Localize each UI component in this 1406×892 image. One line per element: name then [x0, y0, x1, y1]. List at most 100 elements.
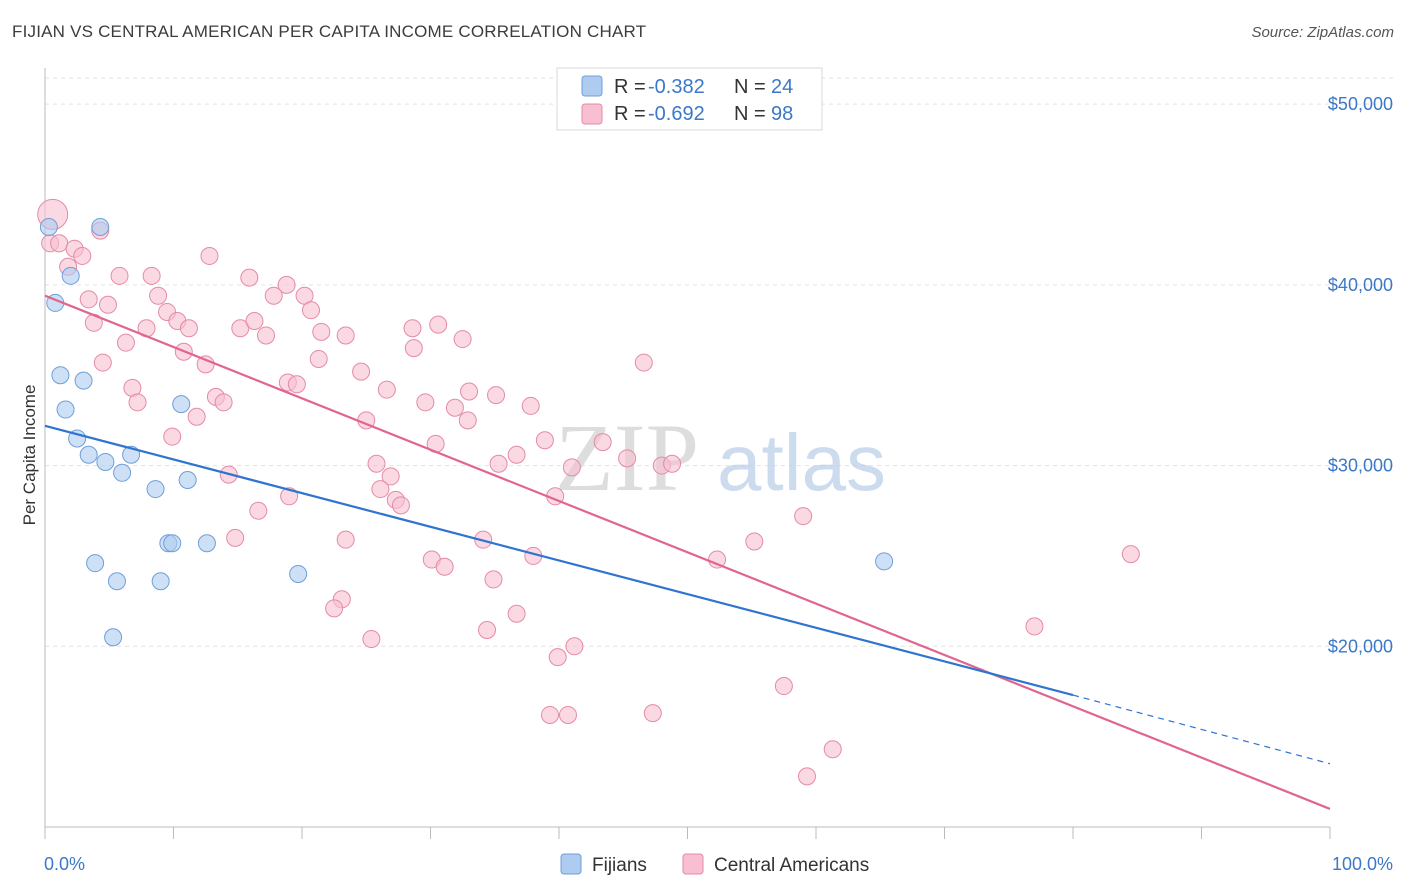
central-americans-trend-line	[44, 294, 1331, 810]
central-american-point	[593, 433, 612, 452]
legend-n-value-2: 98	[771, 103, 793, 125]
fijian-point	[74, 371, 93, 390]
central-american-point	[231, 319, 250, 338]
fijian-point	[107, 572, 126, 591]
central-american-point	[1025, 617, 1044, 636]
fijians-trend-line	[44, 424, 1074, 697]
central-american-point	[336, 530, 355, 549]
bottom-legend-swatch-central-americans	[682, 853, 704, 875]
central-american-point	[643, 704, 662, 723]
fijian-point	[86, 554, 105, 573]
central-american-point	[521, 396, 540, 415]
watermark: ZIP atlas	[555, 404, 886, 511]
legend-n-label-2: N =	[734, 103, 766, 125]
fijian-point	[172, 395, 191, 414]
central-american-point	[245, 312, 264, 330]
central-american-point	[79, 290, 98, 309]
central-american-point	[507, 445, 526, 464]
x-tick-label-min: 0.0%	[44, 854, 85, 874]
y-axis-label: Per Capita Income	[20, 385, 39, 526]
legend-swatch-fijians	[581, 75, 603, 97]
fijian-point	[289, 565, 308, 583]
legend-r-value-1: -0.382	[648, 76, 705, 98]
central-american-point	[110, 266, 129, 285]
y-tick-label: $20,000	[1328, 636, 1393, 656]
fijian-point	[875, 552, 894, 571]
central-american-point	[565, 637, 584, 656]
central-american-point	[280, 487, 299, 506]
source-label: Source: ZipAtlas.com	[1251, 24, 1394, 41]
y-tick-label: $50,000	[1328, 94, 1393, 114]
central-american-point	[798, 767, 817, 786]
y-tick-labels: $20,000 $30,000 $40,000 $50,000	[1328, 94, 1393, 656]
fijian-point	[91, 218, 110, 237]
central-american-point	[1121, 545, 1140, 564]
central-american-point	[362, 630, 381, 649]
central-american-point	[435, 557, 454, 576]
central-american-point	[149, 286, 168, 305]
x-tick-label-max: 100.0%	[1332, 854, 1393, 874]
central-american-point	[794, 507, 813, 526]
fijian-point	[104, 628, 123, 647]
central-american-point	[460, 382, 479, 401]
fijian-point	[56, 400, 75, 419]
fijian-point	[146, 480, 165, 499]
central-american-point	[257, 326, 276, 345]
central-american-point	[240, 268, 259, 287]
central-american-point	[226, 528, 245, 547]
central-american-point	[301, 301, 320, 320]
central-american-point	[371, 480, 390, 499]
central-american-point	[187, 407, 206, 426]
central-american-point	[73, 246, 92, 265]
fijian-point	[163, 534, 182, 553]
central-american-point	[487, 386, 506, 405]
bottom-legend: Fijians Central Americans	[560, 853, 869, 876]
fijian-point	[61, 266, 80, 285]
central-american-point	[478, 621, 497, 640]
central-american-point	[142, 266, 161, 285]
central-american-point	[352, 362, 371, 381]
fijian-point	[51, 366, 70, 385]
central-american-point	[264, 286, 283, 305]
central-american-point	[403, 319, 422, 338]
central-american-point	[404, 339, 423, 358]
central-american-point	[774, 677, 793, 696]
legend-r-label-2: R =	[614, 103, 646, 125]
fijian-point	[39, 218, 58, 237]
central-american-point	[377, 380, 396, 399]
central-american-point	[249, 501, 268, 520]
legend-r-value-2: -0.692	[648, 103, 705, 125]
central-american-point	[325, 599, 344, 618]
central-american-point	[618, 449, 637, 468]
central-american-point	[416, 393, 435, 412]
central-american-point	[823, 740, 842, 759]
central-american-point	[541, 705, 560, 724]
bottom-legend-central-americans: Central Americans	[714, 855, 869, 876]
fijian-point	[178, 471, 197, 490]
central-american-point	[391, 496, 410, 515]
legend-swatch-central-americans	[581, 103, 603, 125]
central-american-point	[287, 375, 306, 394]
central-american-point	[93, 353, 112, 372]
central-american-point	[507, 604, 526, 623]
central-american-point	[336, 326, 355, 345]
central-american-point	[535, 431, 554, 450]
central-americans-points	[37, 198, 1140, 786]
central-american-point	[634, 353, 653, 372]
legend-n-label-1: N =	[734, 76, 766, 98]
fijians-points	[39, 218, 894, 647]
fijians-trend-extension	[1072, 694, 1331, 765]
central-american-point	[558, 705, 577, 724]
central-american-point	[663, 454, 682, 473]
bottom-legend-fijians: Fijians	[592, 855, 647, 876]
central-american-point	[312, 322, 331, 341]
central-american-point	[445, 398, 464, 417]
y-tick-label: $30,000	[1328, 456, 1393, 476]
central-american-point	[367, 454, 386, 473]
central-american-point	[98, 295, 117, 314]
central-american-point	[489, 454, 508, 473]
fijian-point	[113, 463, 132, 482]
bottom-legend-swatch-fijians	[560, 853, 582, 875]
fijian-point	[96, 452, 115, 471]
